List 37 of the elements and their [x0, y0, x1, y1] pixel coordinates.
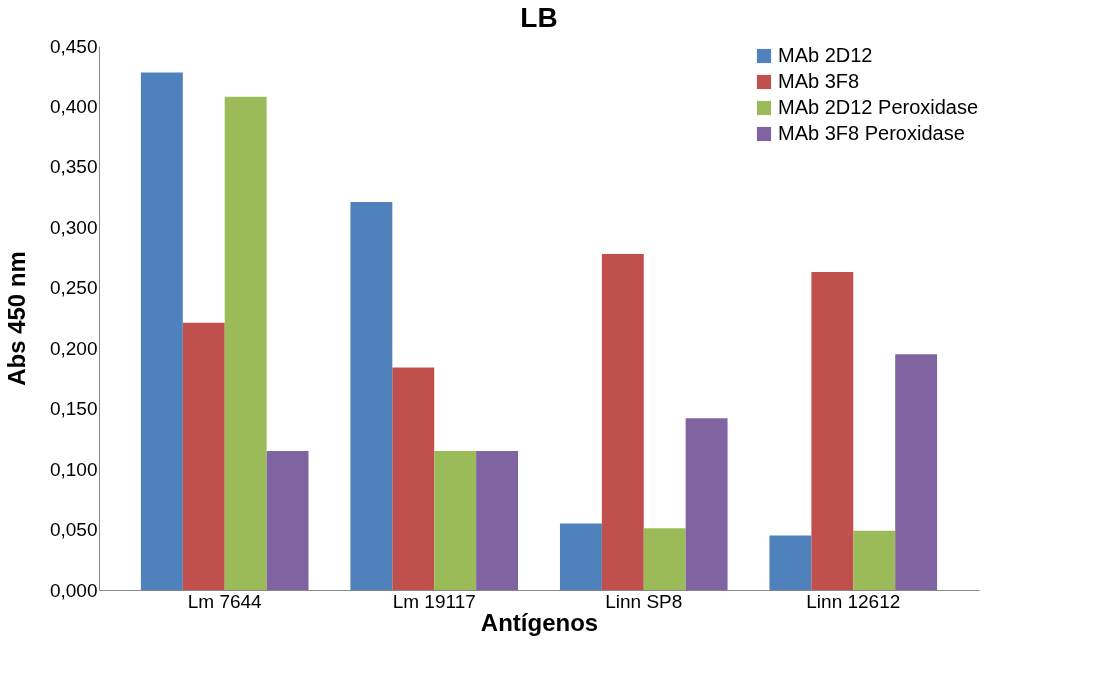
- bar: [853, 530, 896, 590]
- legend-label: MAb 2D12: [778, 44, 873, 66]
- x-tick-label: Lm 19117: [392, 590, 476, 612]
- bar: [643, 528, 686, 590]
- bar: [895, 354, 938, 590]
- bar: [434, 450, 477, 590]
- legend-label: MAb 2D12 Peroxidase: [778, 96, 979, 118]
- bar: [559, 523, 602, 590]
- bar: [392, 367, 435, 590]
- bar: [266, 450, 309, 590]
- x-axis-title: Antígenos: [480, 608, 599, 636]
- x-tick-label: Linn 12612: [806, 590, 901, 612]
- y-tick-label: 0,300: [49, 216, 98, 238]
- y-tick-label: 0,000: [49, 579, 98, 601]
- y-tick-label: 0,400: [49, 95, 98, 117]
- x-tick-label: Lm 7644: [187, 590, 263, 612]
- y-axis-title: Abs 450 nm: [2, 251, 30, 386]
- bar: [685, 418, 728, 590]
- bar: [350, 201, 393, 590]
- y-tick-label: 0,450: [49, 35, 98, 57]
- bar: [140, 72, 183, 590]
- x-tick-label: Linn SP8: [605, 590, 683, 612]
- y-tick-label: 0,200: [49, 337, 98, 359]
- bar: [476, 450, 519, 590]
- bar: [224, 96, 267, 590]
- legend-label: MAb 3F8 Peroxidase: [778, 122, 965, 144]
- bar: [769, 535, 812, 590]
- bar: [182, 322, 225, 590]
- bar: [601, 253, 644, 590]
- bar: [811, 272, 854, 590]
- legend-label: MAb 3F8: [778, 70, 860, 92]
- y-tick-label: 0,250: [49, 277, 98, 299]
- chart-title: LB: [520, 2, 558, 33]
- y-tick-label: 0,100: [49, 458, 98, 480]
- y-tick-label: 0,050: [49, 519, 98, 541]
- y-tick-label: 0,150: [49, 398, 98, 420]
- y-tick-label: 0,350: [49, 156, 98, 178]
